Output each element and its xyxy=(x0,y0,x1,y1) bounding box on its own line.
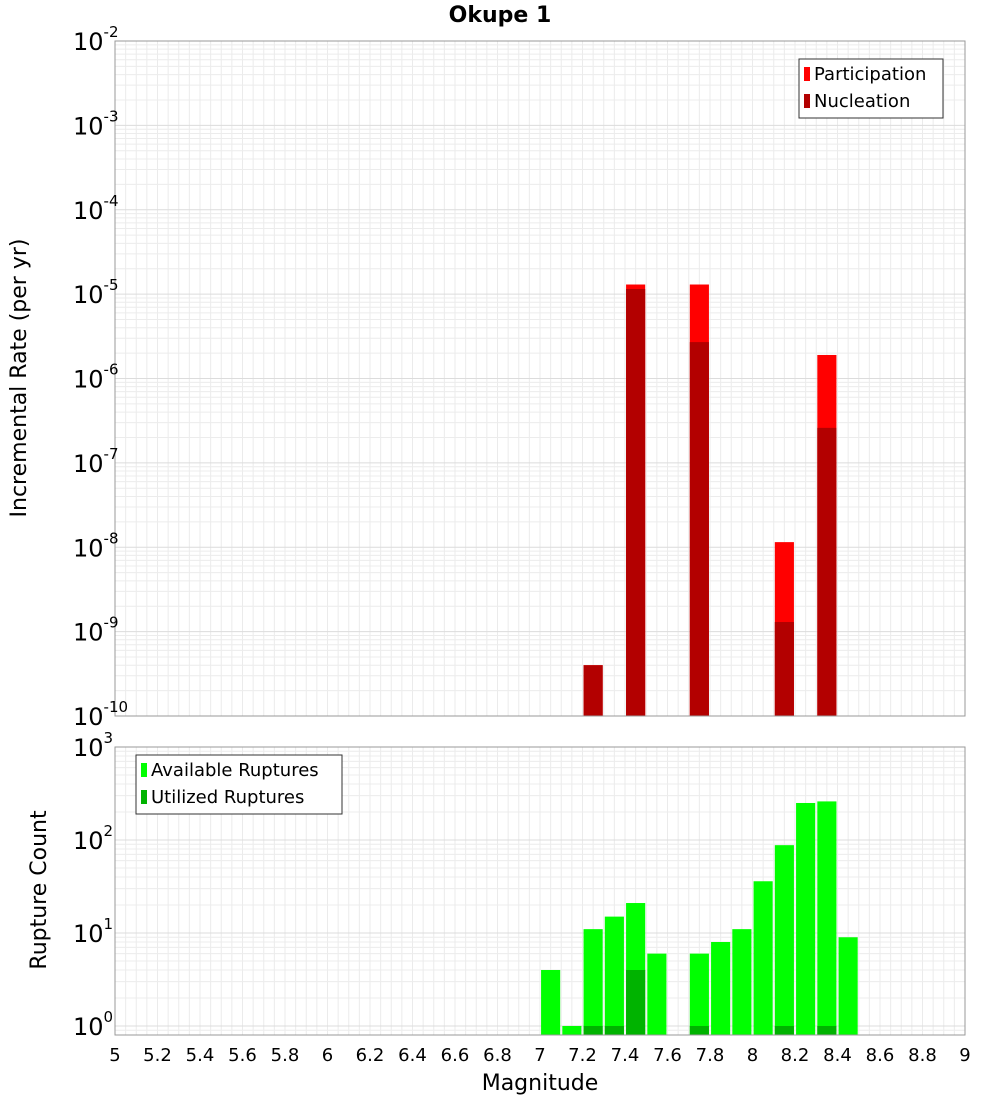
y-axis-label-count: Rupture Count xyxy=(27,810,52,970)
series-available-ruptures xyxy=(541,801,858,1035)
bar xyxy=(753,881,773,1035)
x-tick-label: 5.6 xyxy=(228,1045,257,1066)
y-tick-label: 10-9 xyxy=(73,614,119,647)
bar xyxy=(774,845,794,1035)
legend-swatch xyxy=(804,94,810,108)
x-tick-label: 7.6 xyxy=(653,1045,682,1066)
legend-label: Nucleation xyxy=(814,91,910,112)
y-tick-label: 100 xyxy=(73,1008,113,1041)
grid xyxy=(114,41,966,717)
legend-box xyxy=(135,754,343,815)
x-tick-label: 5 xyxy=(109,1045,120,1066)
bar xyxy=(689,953,709,1035)
bar xyxy=(562,1025,582,1035)
legend: Available Ruptures Utilized Ruptures xyxy=(135,754,343,815)
x-tick-label: 6 xyxy=(322,1045,333,1066)
bar xyxy=(838,937,858,1035)
bar xyxy=(796,802,816,1035)
y-tick-label: 10-4 xyxy=(73,192,119,225)
x-tick-label: 8 xyxy=(747,1045,758,1066)
series-utilized-ruptures xyxy=(583,969,837,1035)
bar xyxy=(817,1025,837,1035)
y-axis-label-rate: Incremental Rate (per yr) xyxy=(7,239,32,518)
y-tick-label: 102 xyxy=(73,822,113,855)
x-tick-label: 8.8 xyxy=(908,1045,937,1066)
bar xyxy=(604,1025,624,1035)
x-tick-label: 6.6 xyxy=(441,1045,470,1066)
legend-swatch xyxy=(141,790,147,804)
y-tick-label: 10-3 xyxy=(73,107,119,140)
x-tick-label: 7.2 xyxy=(568,1045,597,1066)
legend-swatch xyxy=(141,763,147,777)
plot-border xyxy=(114,746,966,1036)
legend-label: Participation xyxy=(814,64,926,85)
y-tick-label: 103 xyxy=(73,729,113,762)
plot-border xyxy=(114,40,966,717)
legend-box xyxy=(798,58,944,119)
x-axis-label: Magnitude xyxy=(482,1071,599,1096)
bar xyxy=(626,969,646,1035)
rate-panel: 10-10 10-9 10-8 10-7 10-6 10-5 10-4 10-3 10-2 Par… xyxy=(73,23,966,731)
x-tick-label: 5.4 xyxy=(186,1045,215,1066)
y-tick-labels: 100 101 102 103 xyxy=(73,729,113,1041)
y-tick-label: 10-6 xyxy=(73,361,119,394)
x-tick-label: 7.8 xyxy=(696,1045,725,1066)
bar xyxy=(732,929,752,1035)
y-tick-labels: 10-10 10-9 10-8 10-7 10-6 10-5 10-4 10-3 10-2 xyxy=(73,23,128,731)
bar xyxy=(604,916,624,1035)
count-panel: 100 101 102 103 5 5.2 5.4 5.6 5.8 6 6.2 6.4 6.6 6.8 7 7… xyxy=(73,729,971,1066)
x-tick-labels: 5 5.2 5.4 5.6 5.8 6 6.2 6.4 6.6 6.8 7 7.2 7.4 7.6 7.8 8… xyxy=(109,1045,970,1066)
y-tick-label: 10-5 xyxy=(73,276,119,309)
x-tick-label: 5.2 xyxy=(143,1045,172,1066)
chart-title: Okupe 1 xyxy=(449,3,552,28)
x-tick-label: 8.6 xyxy=(866,1045,895,1066)
y-tick-label: 10-10 xyxy=(73,698,128,731)
bar xyxy=(583,665,603,716)
bar xyxy=(817,801,837,1035)
x-tick-label: 8.2 xyxy=(781,1045,810,1066)
y-tick-label: 10-8 xyxy=(73,529,119,562)
y-tick-label: 10-2 xyxy=(73,23,119,56)
x-tick-label: 8.4 xyxy=(823,1045,852,1066)
legend: Participation Nucleation xyxy=(798,58,944,119)
x-tick-label: 7.4 xyxy=(611,1045,640,1066)
bar xyxy=(583,929,603,1035)
x-tick-label: 6.4 xyxy=(398,1045,427,1066)
bar xyxy=(541,969,561,1035)
bar xyxy=(626,289,646,716)
y-tick-label: 10-7 xyxy=(73,445,119,478)
bar xyxy=(689,342,709,716)
x-tick-label: 5.8 xyxy=(271,1045,300,1066)
x-tick-label: 9 xyxy=(959,1045,970,1066)
bar xyxy=(583,1025,603,1035)
legend-label: Utilized Ruptures xyxy=(151,787,304,808)
bar xyxy=(711,942,731,1035)
x-tick-label: 7 xyxy=(534,1045,545,1066)
bar xyxy=(647,953,667,1035)
x-tick-label: 6.2 xyxy=(356,1045,385,1066)
bar xyxy=(774,1025,794,1035)
bar xyxy=(817,427,837,716)
y-tick-label: 101 xyxy=(73,915,113,948)
series-nucleation xyxy=(583,289,837,716)
legend-swatch xyxy=(804,67,810,81)
x-tick-label: 6.8 xyxy=(483,1045,512,1066)
legend-label: Available Ruptures xyxy=(151,760,319,781)
bar xyxy=(774,622,794,716)
bar xyxy=(689,1025,709,1035)
